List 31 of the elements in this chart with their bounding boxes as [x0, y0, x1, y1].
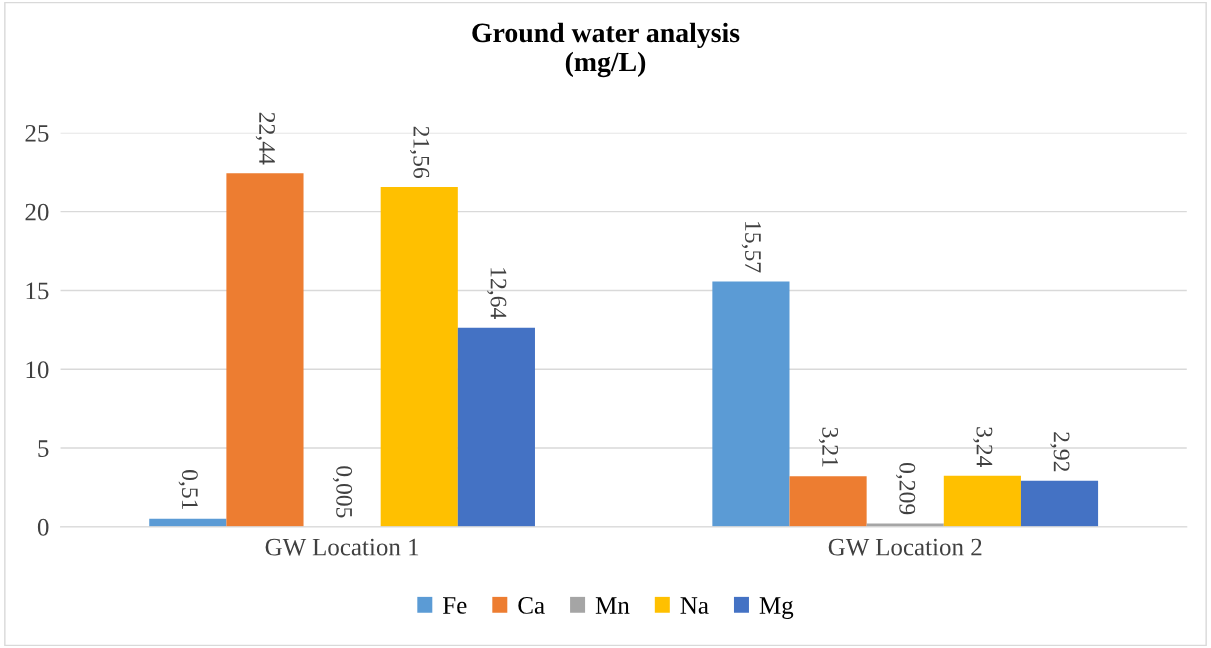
data-label: 0,209 [895, 462, 916, 515]
data-label: 12,64 [487, 268, 507, 319]
data-label: 22,44 [255, 112, 275, 165]
bar [1020, 480, 1099, 527]
bar [380, 187, 458, 527]
data-label: 2,92 [1050, 432, 1070, 472]
data-label: 3,24 [973, 427, 993, 468]
legend-label: Mn [595, 597, 630, 614]
x-tick-label: GW Location 2 [828, 538, 982, 556]
data-label: 15,57 [741, 222, 761, 273]
bar [789, 476, 867, 527]
bar [226, 173, 304, 527]
legend-label: Na [680, 597, 709, 614]
y-tick-label: 15 [26, 282, 49, 300]
x-tick-label: GW Location 1 [265, 538, 419, 556]
y-tick-label: 25 [25, 124, 49, 142]
data-label: 21,56 [409, 126, 430, 179]
legend-label: Fe [443, 597, 467, 614]
bar [457, 327, 535, 527]
data-label: 0,51 [178, 470, 198, 510]
y-tick-label: 10 [26, 361, 49, 379]
chart-title: Ground water analysis (mg/L) [472, 22, 740, 78]
y-tick-label: 0 [37, 518, 49, 536]
data-label: 0,005 [332, 466, 353, 518]
bar [712, 281, 790, 527]
y-tick-label: 20 [25, 203, 49, 221]
y-tick-label: 5 [38, 440, 49, 457]
legend-label: Mg [759, 597, 794, 620]
bar [943, 475, 1021, 527]
data-label: 3,21 [818, 427, 839, 467]
legend-label: Ca [518, 597, 545, 614]
